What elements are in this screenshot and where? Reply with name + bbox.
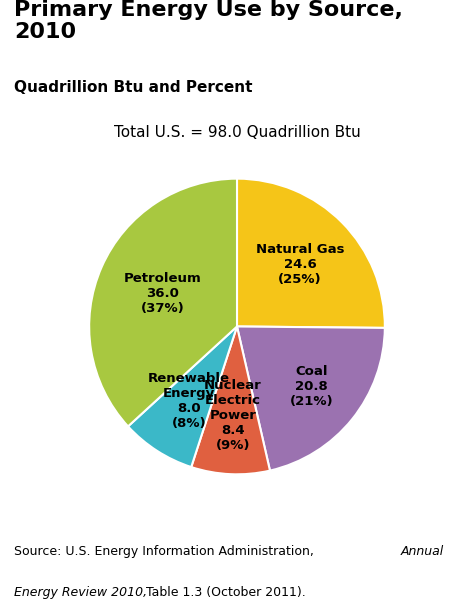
Text: Nuclear
Electric
Power
8.4
(9%): Nuclear Electric Power 8.4 (9%) <box>204 379 262 452</box>
Text: Petroleum
36.0
(37%): Petroleum 36.0 (37%) <box>124 272 201 315</box>
Text: Quadrillion Btu and Percent: Quadrillion Btu and Percent <box>14 80 253 95</box>
Text: Source: U.S. Energy Information Administration,: Source: U.S. Energy Information Administ… <box>14 545 318 558</box>
Text: Table 1.3 (October 2011).: Table 1.3 (October 2011). <box>142 586 306 599</box>
Text: Energy Review 2010,: Energy Review 2010, <box>14 586 147 599</box>
Wedge shape <box>237 179 385 328</box>
Wedge shape <box>237 326 385 471</box>
Text: Coal
20.8
(21%): Coal 20.8 (21%) <box>290 365 334 408</box>
Text: Natural Gas
24.6
(25%): Natural Gas 24.6 (25%) <box>256 243 344 286</box>
Wedge shape <box>191 326 270 474</box>
Wedge shape <box>128 326 237 467</box>
Text: Primary Energy Use by Source,
2010: Primary Energy Use by Source, 2010 <box>14 0 403 43</box>
Text: Renewable
Energy
8.0
(8%): Renewable Energy 8.0 (8%) <box>148 372 230 430</box>
Wedge shape <box>89 179 237 426</box>
Text: Annual: Annual <box>401 545 444 558</box>
Text: Total U.S. = 98.0 Quadrillion Btu: Total U.S. = 98.0 Quadrillion Btu <box>114 125 360 140</box>
